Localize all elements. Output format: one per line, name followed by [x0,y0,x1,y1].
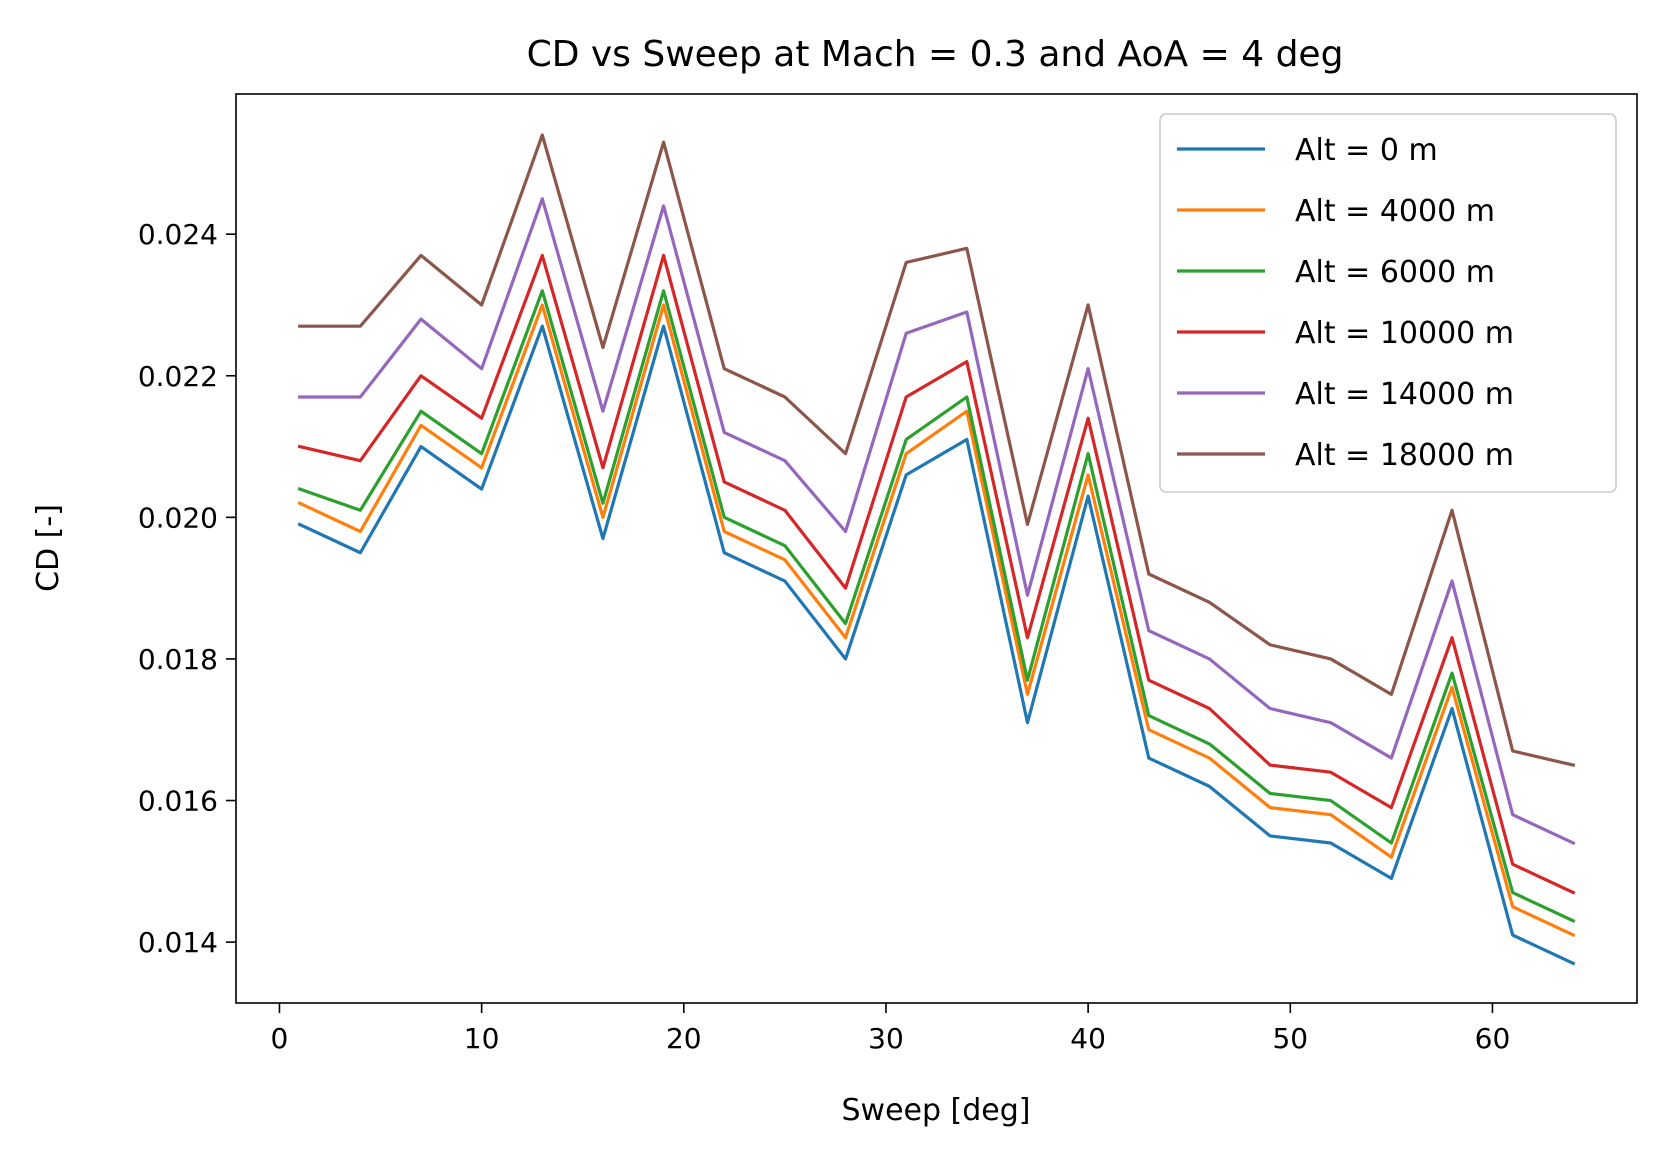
series-line-6 [298,133,1576,768]
series-line-3 [297,289,1576,924]
x-tick-label: 20 [666,1022,702,1055]
series-lines [297,133,1576,966]
series-line-1 [297,324,1576,966]
legend-box [1159,113,1617,493]
legend-label-1: Alt = 0 m [1295,133,1438,168]
x-tick-label: 0 [271,1022,289,1055]
x-tick-label: 60 [1475,1022,1511,1055]
x-tick-label: 10 [464,1022,500,1055]
legend-label-4: Alt = 10000 m [1295,316,1514,351]
x-tick-label: 40 [1070,1022,1106,1055]
legend-label-2: Alt = 4000 m [1295,194,1495,229]
x-tick-label: 30 [868,1022,904,1055]
x-tick-label: 50 [1272,1022,1308,1055]
plot-area-frame [235,93,1638,1004]
legend: Alt = 0 m Alt = 4000 m Alt = 6000 m Alt = 1… [1159,113,1617,493]
chart-title: CD vs Sweep at Mach = 0.3 and AoA = 4 de… [527,34,1344,75]
y-tick-label: 0.018 [138,643,218,676]
y-axis-ticks: 0.014 0.016 0.018 0.020 0.022 0.024 [138,218,236,959]
series-line-5 [298,197,1576,846]
y-tick-label: 0.024 [138,218,218,251]
y-tick-label: 0.014 [138,926,218,959]
legend-label-6: Alt = 18000 m [1295,438,1514,473]
y-tick-label: 0.020 [138,501,218,534]
legend-label-5: Alt = 14000 m [1295,377,1514,412]
y-axis-label: CD [-] [31,504,66,592]
x-axis-ticks: 0 10 20 30 40 50 60 [271,1003,1511,1055]
series-line-2 [297,303,1576,938]
legend-label-3: Alt = 6000 m [1295,255,1495,290]
y-tick-label: 0.022 [138,360,218,393]
y-tick-label: 0.016 [138,785,218,818]
x-axis-label: Sweep [deg] [841,1093,1030,1128]
series-line-4 [297,253,1576,895]
